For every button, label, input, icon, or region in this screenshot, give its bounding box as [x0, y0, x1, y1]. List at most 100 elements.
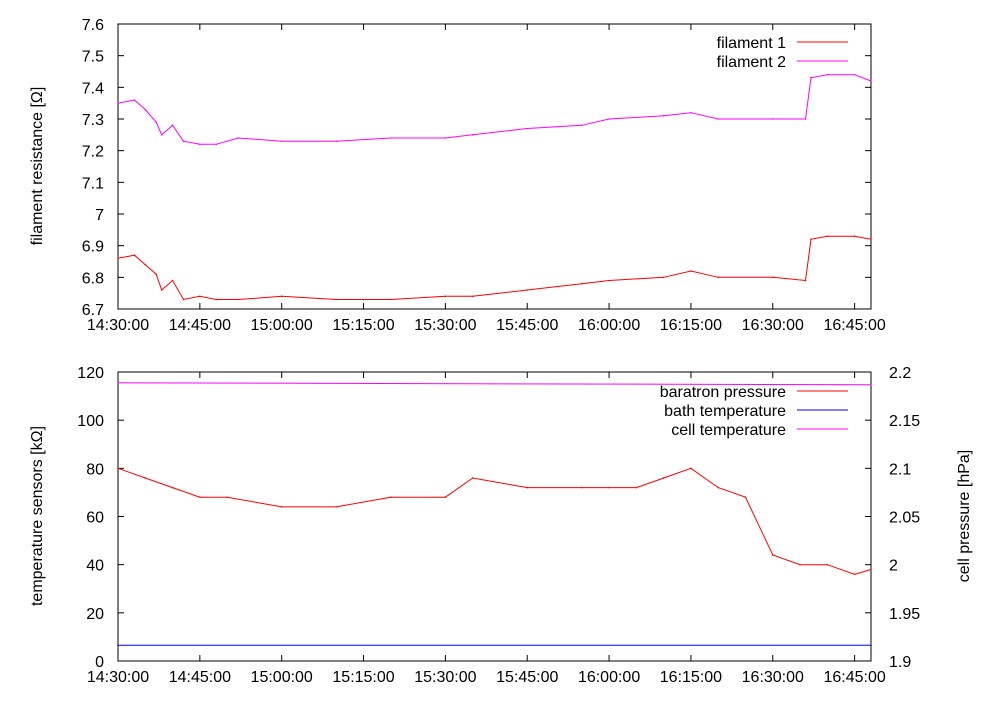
data-point [444, 496, 447, 499]
legend-label: filament 1 [717, 35, 786, 52]
y2-tick-label: 2.15 [889, 413, 920, 430]
data-point [526, 486, 529, 489]
data-point [215, 298, 218, 301]
data-point [390, 137, 392, 139]
data-point [390, 298, 392, 301]
data-point [182, 298, 185, 301]
data-point [133, 99, 136, 101]
data-point [690, 467, 692, 470]
data-point [144, 477, 147, 479]
legend-label: cell temperature [671, 422, 786, 439]
data-point [608, 486, 610, 489]
data-point [199, 496, 201, 499]
data-point [870, 568, 872, 571]
data-point [335, 140, 338, 142]
data-point [117, 644, 119, 647]
data-point [117, 382, 119, 384]
data-point [117, 257, 119, 260]
y-tick-label: 120 [77, 365, 104, 382]
y-tick-label: 7 [95, 207, 104, 224]
data-point [804, 118, 807, 120]
data-point [771, 554, 774, 556]
data-point [133, 254, 136, 256]
x-tick-label: 14:45:00 [169, 317, 231, 334]
y-axis-title-bottom: temperature sensors [kΩ] [29, 426, 46, 606]
data-point [117, 467, 119, 470]
data-point [744, 496, 747, 499]
data-point [280, 140, 283, 142]
x-tick-label: 15:15:00 [332, 669, 394, 686]
x-tick-label: 14:30:00 [87, 669, 149, 686]
data-point [390, 496, 392, 499]
data-point [160, 289, 163, 291]
data-point [717, 118, 720, 120]
x-tick-label: 15:45:00 [496, 317, 558, 334]
x-tick-label: 16:45:00 [823, 669, 885, 686]
data-point [662, 115, 665, 117]
data-point [335, 298, 338, 301]
data-point [853, 235, 856, 237]
data-point [144, 263, 147, 266]
data-point [199, 295, 201, 298]
data-point [155, 121, 157, 123]
data-point [690, 111, 692, 114]
series-line-baratron-pressure [117, 467, 872, 575]
y2-tick-label: 2.1 [889, 461, 911, 478]
data-point [526, 289, 529, 291]
data-point [635, 486, 638, 489]
y-tick-label: 100 [77, 413, 104, 430]
data-point [870, 644, 872, 647]
data-point [215, 143, 218, 146]
y2-tick-label: 2.2 [889, 365, 911, 382]
y-tick-label: 40 [86, 558, 104, 575]
y-tick-label: 7.3 [82, 112, 104, 129]
data-point [581, 124, 583, 127]
data-point [804, 279, 807, 282]
legend-label: baratron pressure [660, 384, 786, 401]
y-tick-label: 60 [86, 510, 104, 527]
y-axis-title-top: filament resistance [Ω] [29, 87, 46, 246]
data-point [226, 496, 228, 499]
data-point [199, 143, 201, 146]
y2-axis-title-bottom: cell pressure [hPa] [956, 450, 973, 583]
y-tick-label: 7.6 [82, 17, 104, 34]
data-point [853, 573, 856, 576]
data-point [526, 127, 529, 130]
data-point [444, 295, 447, 298]
data-point [826, 73, 829, 76]
data-point [280, 506, 283, 508]
data-point [717, 276, 720, 279]
x-tick-label: 14:45:00 [169, 669, 231, 686]
data-point [155, 273, 157, 275]
data-point [471, 295, 474, 298]
x-tick-label: 15:00:00 [251, 317, 313, 334]
data-point [144, 108, 147, 111]
data-point [870, 80, 872, 82]
y-tick-label: 7.4 [82, 80, 104, 97]
data-point [581, 486, 583, 489]
y-tick-label: 20 [86, 606, 104, 623]
data-point [826, 563, 829, 566]
data-point [608, 118, 610, 120]
y2-tick-label: 2.05 [889, 510, 920, 527]
data-point [237, 298, 239, 301]
data-point [117, 102, 119, 104]
data-point [771, 118, 774, 120]
data-point [471, 134, 474, 136]
y-tick-label: 0 [95, 654, 104, 671]
y2-tick-label: 1.9 [889, 654, 911, 671]
y-tick-label: 7.2 [82, 144, 104, 161]
x-tick-label: 16:15:00 [660, 317, 722, 334]
y-tick-label: 7.1 [82, 175, 104, 192]
x-tick-label: 16:45:00 [823, 317, 885, 334]
x-tick-label: 15:45:00 [496, 669, 558, 686]
x-tick-label: 16:30:00 [742, 317, 804, 334]
data-point [662, 276, 665, 279]
data-point [870, 238, 872, 241]
data-point [826, 235, 829, 237]
y-tick-label: 80 [86, 461, 104, 478]
data-point [717, 486, 720, 489]
data-point [870, 383, 872, 386]
data-point [237, 137, 239, 139]
